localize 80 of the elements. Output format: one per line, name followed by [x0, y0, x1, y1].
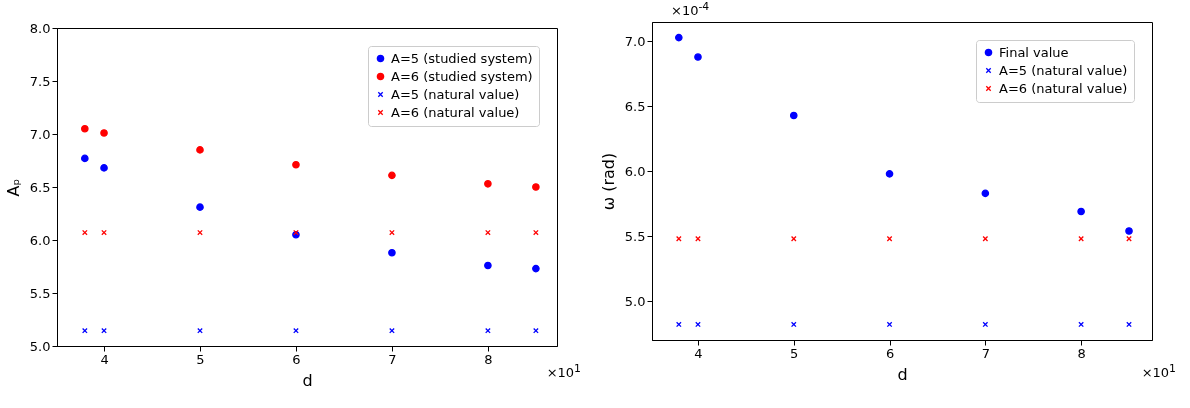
point — [885, 170, 894, 178]
y-tick-label: 6.5 — [29, 179, 51, 195]
y-tick-label: 6.0 — [624, 163, 646, 179]
x-tick-label: 8 — [1077, 345, 1086, 361]
point — [81, 327, 88, 334]
point — [1077, 207, 1085, 216]
x-tick-label: 7 — [388, 351, 397, 367]
point — [1078, 321, 1084, 328]
legend-label: Final value — [999, 44, 1069, 60]
y-axis-title: Aₚ — [3, 178, 23, 197]
x-tick-label: 5 — [196, 351, 205, 367]
y-tick-label: 5.5 — [624, 228, 646, 244]
point — [197, 327, 203, 334]
legend-label: A=6 (natural value) — [391, 104, 520, 120]
text: ×10$^{1}$ — [1141, 362, 1176, 381]
point — [485, 229, 491, 236]
point — [196, 203, 204, 211]
point — [532, 183, 540, 191]
y-tick-label: 7.0 — [624, 33, 646, 49]
point — [81, 154, 89, 163]
x-tick-label: 6 — [885, 345, 895, 361]
point — [100, 129, 108, 137]
text: ×10$^{1}$ — [546, 362, 581, 381]
point — [982, 321, 989, 328]
point — [1125, 227, 1133, 235]
point — [100, 164, 108, 172]
point — [694, 53, 702, 61]
point — [485, 327, 491, 334]
legend-label: A=6 (natural value) — [999, 80, 1128, 96]
y-tick-label: 7.5 — [29, 73, 51, 89]
x-tick-label: 7 — [981, 345, 990, 361]
legend-label: A=5 (natural value) — [999, 62, 1128, 78]
x-tick-label: 5 — [790, 345, 799, 361]
point — [695, 235, 701, 242]
point — [388, 248, 396, 257]
y-axis-title: ω (rad) — [598, 152, 618, 211]
point — [789, 111, 798, 120]
point — [293, 327, 299, 334]
point — [1078, 235, 1084, 242]
point — [484, 180, 492, 188]
point — [533, 229, 539, 236]
point — [886, 235, 893, 242]
x-axis-title: d — [897, 364, 908, 384]
point — [675, 321, 682, 328]
point — [533, 327, 539, 334]
y-tick-label: 5.0 — [29, 338, 51, 354]
legend-label: A=5 (natural value) — [391, 86, 520, 102]
point — [196, 146, 204, 154]
x-tick-label: 8 — [484, 351, 493, 367]
point — [790, 321, 797, 328]
point — [1126, 321, 1132, 328]
point — [101, 229, 107, 236]
point — [292, 160, 300, 169]
point — [197, 229, 203, 236]
y-tick-label: 8.0 — [29, 20, 51, 36]
legend-label: A=6 (studied system) — [391, 68, 533, 84]
point — [982, 235, 989, 242]
point — [101, 327, 107, 334]
point — [388, 171, 396, 180]
point — [81, 229, 88, 236]
y-tick-label: 5.5 — [29, 285, 51, 301]
point — [484, 261, 492, 270]
point — [981, 189, 990, 198]
x-tick-label: 4 — [694, 345, 703, 361]
text: ×10$^{-4}$ — [671, 0, 710, 19]
x-tick-label: 6 — [292, 351, 301, 367]
y-tick-label: 6.0 — [29, 232, 51, 248]
x-axis-title: d — [302, 370, 313, 390]
y-tick-label: 6.5 — [624, 98, 646, 114]
x-tick-label: 4 — [100, 351, 109, 367]
y-tick-label: 7.0 — [29, 126, 51, 142]
legend-label: A=5 (studied system) — [391, 50, 533, 66]
point — [389, 327, 395, 334]
point — [1126, 235, 1132, 242]
point — [695, 321, 701, 328]
point — [532, 264, 540, 273]
y-tick-label: 5.0 — [624, 293, 646, 309]
point — [675, 33, 683, 42]
point — [81, 124, 89, 133]
point — [389, 229, 395, 236]
